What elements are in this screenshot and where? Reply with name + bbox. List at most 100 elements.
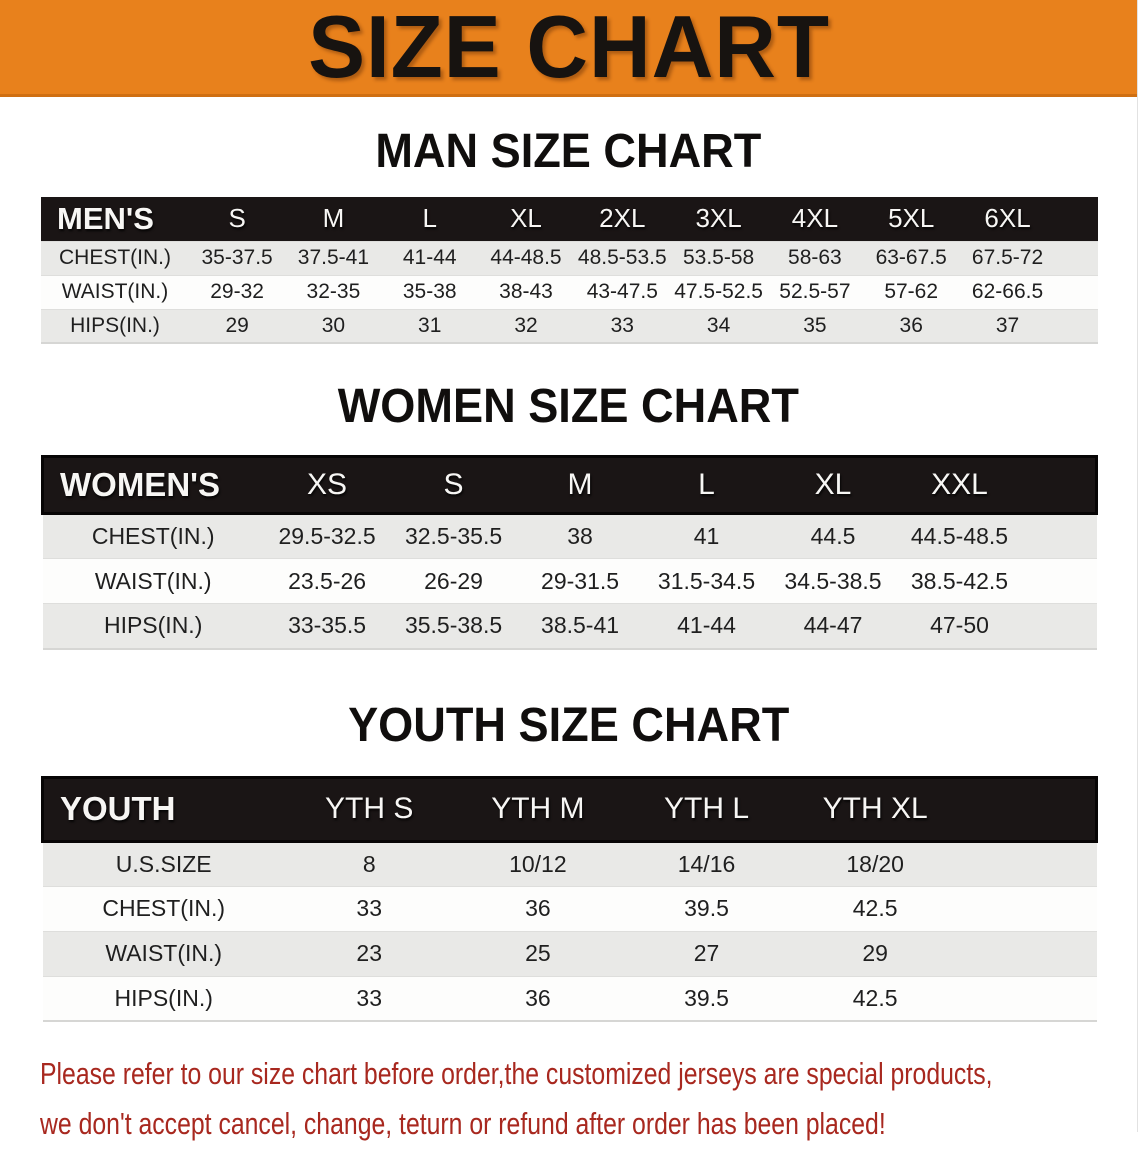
- cell-value: 57-62: [884, 280, 939, 303]
- header-filler: [1022, 455, 1098, 515]
- table-row: WAIST(IN.) 23 25 27 29: [42, 931, 1097, 976]
- column-header: YTH XL: [790, 775, 960, 843]
- cell-value: 67.5-72: [971, 246, 1044, 269]
- cell-value: 43-47.5: [586, 280, 658, 303]
- cell-value: 35.5-38.5: [404, 612, 503, 639]
- cell-value: 32-35: [306, 280, 361, 303]
- cell-value: 52.5-57: [779, 280, 851, 303]
- cell-value: 10/12: [509, 850, 567, 877]
- header-filler: [959, 775, 1099, 843]
- cell-value: 31.5-34.5: [657, 567, 756, 594]
- disclaimer-line1: Please refer to our size chart before or…: [40, 1056, 993, 1091]
- column-header: M: [285, 197, 382, 241]
- table-row: HIPS(IN.) 33-35.5 35.5-38.5 38.5-41 41-44 44-…: [42, 603, 1097, 649]
- cell-value: 31: [418, 313, 442, 337]
- row-filler: [1056, 309, 1098, 343]
- row-label: U.S.SIZE: [115, 850, 212, 877]
- cell-value: 23: [356, 940, 383, 966]
- cell-value: 25: [525, 940, 551, 966]
- cell-value: 38.5-41: [541, 612, 620, 639]
- cell-value: 29.5-32.5: [278, 523, 376, 549]
- row-label: CHEST(IN.): [102, 895, 226, 921]
- cell-value: 37.5-41: [297, 246, 370, 269]
- cell-value: 35-37.5: [201, 246, 273, 269]
- women-size-section: WOMEN SIZE CHART WOMEN'S XS S M L XL XXL CHEST…: [0, 344, 1137, 650]
- cell-value: 18/20: [846, 850, 904, 877]
- table-body: U.S.SIZE 8 10/12 14/16 18/20 CHEST(IN.) 33 36 39…: [42, 841, 1097, 1021]
- table-header: WOMEN'S XS S M L XL XXL: [40, 455, 1098, 515]
- womens-size-table: WOMEN'S XS S M L XL XXL CHEST(IN.) 29.5-32.5 32.…: [40, 455, 1098, 650]
- section-heading-text: MAN SIZE CHART: [375, 125, 762, 178]
- row-filler: [1023, 559, 1097, 604]
- cell-value: 34: [706, 313, 731, 337]
- column-header: S: [188, 197, 286, 241]
- column-header: 5XL: [863, 197, 960, 241]
- row-filler: [1023, 514, 1097, 559]
- disclaimer: Please refer to our size chart before or…: [40, 1049, 1137, 1149]
- cell-value: 29: [225, 313, 249, 337]
- cell-value: 27: [693, 940, 720, 966]
- section-heading: YOUTH SIZE CHART: [0, 650, 1137, 776]
- header-filler: [1055, 197, 1098, 241]
- cell-value: 35-38: [402, 280, 457, 303]
- cell-value: 14/16: [677, 850, 736, 877]
- table-title: MEN'S: [41, 197, 189, 241]
- men-size-section: MAN SIZE CHART MEN'S S M L XL 2XL 3XL 4XL 5XL 6XL…: [0, 97, 1137, 344]
- table-row: WAIST(IN.) 23.5-26 26-29 29-31.5 31.5-34.5 34…: [42, 558, 1097, 604]
- row-filler: [1056, 241, 1098, 275]
- cell-value: 42.5: [852, 895, 898, 921]
- cell-value: 47-50: [930, 612, 989, 639]
- cell-value: 44-47: [803, 612, 863, 639]
- column-header: 3XL: [670, 197, 767, 241]
- table-row: CHEST(IN.) 35-37.5 37.5-41 41-44 44-48.5 48.5…: [41, 241, 1098, 275]
- cell-value: 44-48.5: [490, 246, 562, 269]
- cell-value: 44.5: [810, 523, 856, 549]
- cell-value: 29-31.5: [541, 567, 620, 594]
- table-row: CHEST(IN.) 29.5-32.5 32.5-35.5 38 41 44.5 44.5…: [42, 513, 1097, 559]
- cell-value: 29-32: [210, 280, 264, 303]
- column-header: S: [390, 455, 517, 515]
- row-filler: [959, 931, 1096, 976]
- cell-value: 63-67.5: [875, 246, 947, 269]
- cell-value: 38-43: [499, 280, 553, 303]
- cell-value: 36: [525, 895, 551, 921]
- header-row: WOMEN'S XS S M L XL XXL: [40, 455, 1098, 515]
- row-label: HIPS(IN.): [103, 612, 203, 639]
- column-header: XS: [263, 455, 391, 515]
- cell-value: 32.5-35.5: [404, 523, 503, 549]
- cell-value: 30: [321, 313, 346, 337]
- cell-value: 36: [899, 313, 923, 337]
- column-header: YTH M: [453, 775, 623, 843]
- mens-size-table: MEN'S S M L XL 2XL 3XL 4XL 5XL 6XL CHEST(IN.) 35-3…: [41, 197, 1098, 344]
- cell-value: 32: [514, 313, 538, 337]
- header-row: YOUTH YTH S YTH M YTH L YTH XL: [40, 775, 1099, 843]
- row-filler: [959, 841, 1096, 886]
- row-label: HIPS(IN.): [70, 313, 160, 337]
- cell-value: 47.5-52.5: [674, 280, 763, 303]
- cell-value: 33-35.5: [288, 612, 367, 639]
- cell-value: 26-29: [424, 567, 483, 594]
- table-header: MEN'S S M L XL 2XL 3XL 4XL 5XL 6XL: [41, 197, 1098, 241]
- cell-value: 48.5-53.5: [577, 246, 667, 269]
- cell-value: 39.5: [684, 984, 729, 1011]
- row-filler: [959, 976, 1096, 1021]
- cell-value: 41: [693, 523, 720, 549]
- cell-value: 37: [995, 313, 1020, 337]
- column-header: XL: [477, 197, 575, 241]
- section-heading: MAN SIZE CHART: [0, 97, 1137, 197]
- column-header: L: [643, 455, 770, 515]
- column-header: 4XL: [766, 197, 864, 241]
- cell-value: 33: [356, 895, 383, 921]
- cell-value: 53.5-58: [682, 246, 755, 269]
- cell-value: 44.5-48.5: [910, 523, 1009, 549]
- column-header: XXL: [896, 455, 1023, 515]
- column-header: 2XL: [574, 197, 671, 241]
- cell-value: 41-44: [677, 612, 736, 639]
- table-row: WAIST(IN.) 29-32 32-35 35-38 38-43 43-47.5 47.…: [41, 275, 1098, 309]
- column-header: XL: [769, 455, 897, 515]
- row-label: WAIST(IN.): [94, 567, 212, 594]
- cell-value: 39.5: [684, 895, 729, 921]
- cell-value: 41-44: [402, 246, 457, 269]
- section-heading: WOMEN SIZE CHART: [0, 344, 1137, 455]
- table-body: CHEST(IN.) 29.5-32.5 32.5-35.5 38 41 44.5 44.5…: [42, 513, 1097, 649]
